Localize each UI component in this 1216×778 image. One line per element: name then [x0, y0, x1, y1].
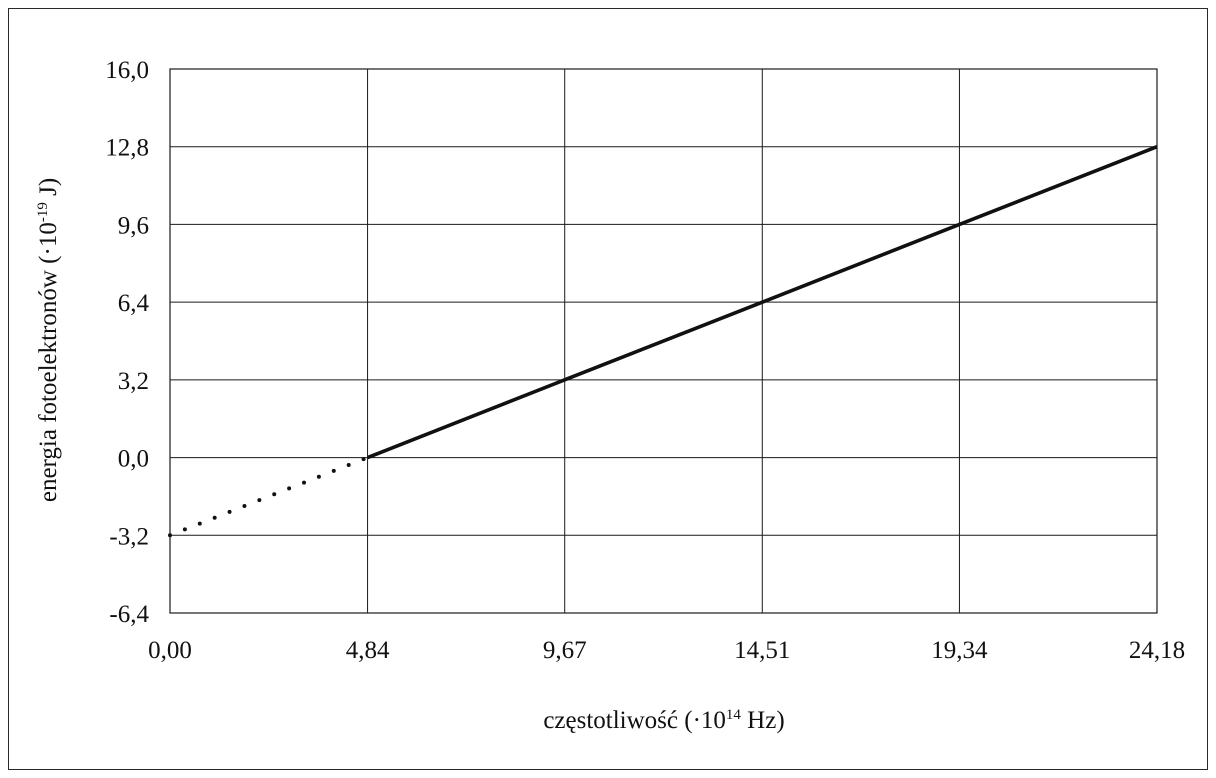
x-axis-title-suffix: Hz): [741, 707, 785, 734]
x-tick-label: 24,18: [1129, 637, 1185, 664]
x-tick-label: 0,00: [148, 637, 192, 664]
y-tick-label: 6,4: [118, 290, 150, 317]
y-tick-label: -3,2: [109, 523, 149, 550]
grid: [169, 68, 1158, 614]
x-axis-title-exponent: 14: [726, 707, 742, 723]
y-axis-title-suffix: J): [35, 178, 62, 202]
chart-frame: [8, 8, 1208, 770]
y-tick-label: -6,4: [109, 601, 149, 628]
x-tick-label: 9,67: [543, 637, 587, 664]
series-layer: [168, 145, 1158, 538]
x-tick-label: 19,34: [931, 637, 988, 664]
energy-line-solid: [366, 145, 1158, 460]
x-tick-label: 4,84: [346, 637, 390, 664]
y-axis-title-prefix: energia fotoelektronów (·10: [35, 222, 62, 502]
x-axis-title-prefix: częstotliwość (·10: [543, 707, 726, 734]
y-tick-label: 16,0: [105, 57, 149, 84]
extrapolated-line-dotted: [168, 455, 370, 538]
x-tick-labels: 0,00 4,84 9,67 14,51 19,34 24,18: [148, 637, 1185, 664]
y-tick-label: 0,0: [118, 446, 149, 473]
x-tick-label: 14,51: [734, 637, 790, 664]
y-tick-label: 12,8: [105, 135, 149, 162]
y-tick-label: 3,2: [118, 368, 149, 395]
x-axis-title: częstotliwość (·1014 Hz): [543, 707, 784, 734]
y-tick-labels: 16,0 12,8 9,6 6,4 3,2 0,0 -3,2 -6,4: [105, 57, 149, 628]
y-tick-label: 9,6: [118, 212, 149, 239]
y-axis-title-exponent: -19: [35, 202, 51, 222]
y-axis-title: energia fotoelektronów (·10-19 J): [35, 178, 62, 502]
